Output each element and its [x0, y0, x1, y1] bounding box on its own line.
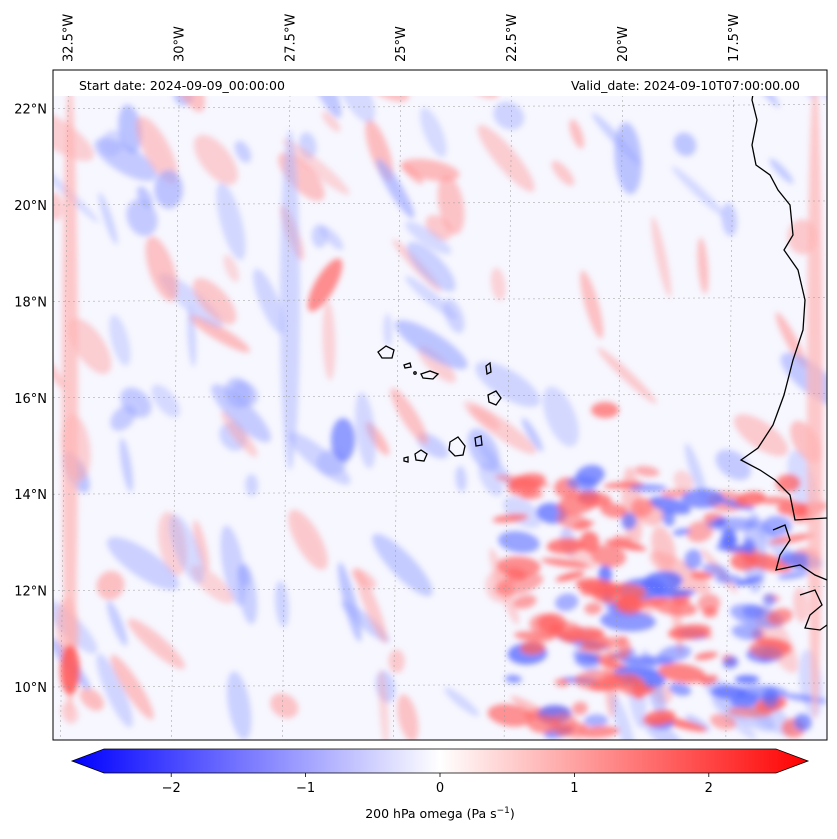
lat-tick-label: 18°N	[14, 295, 47, 310]
colorbar-tick-label: −2	[162, 781, 181, 796]
colorbar-ticks: −2 −1 0 1 2	[162, 773, 713, 796]
colorbar-tick-label: −1	[296, 781, 315, 796]
lon-tick-label: 17.5°W	[727, 14, 742, 62]
lat-tick-label: 22°N	[14, 103, 47, 118]
coastline	[739, 70, 827, 631]
valid-date-label: Valid_date: 2024-09-10T07:00:00.00	[571, 78, 800, 93]
lat-gridline	[53, 682, 827, 688]
latitude-labels: 10°N 12°N 14°N 16°N 18°N 20°N 22°N	[14, 103, 47, 696]
header-strip	[53, 70, 827, 96]
map-panel	[53, 70, 827, 740]
lat-tick-label: 16°N	[14, 392, 47, 407]
start-date-label: Start date: 2024-09-09_00:00:00	[79, 78, 285, 93]
lat-gridline	[53, 297, 827, 302]
colorbar-tick-label: 1	[570, 781, 578, 796]
lat-gridline	[53, 586, 827, 591]
cape-verde-islands	[377, 345, 502, 463]
lat-gridline	[53, 104, 827, 109]
colorbar-label: 200 hPa omega (Pa s−1)	[365, 806, 515, 822]
lon-gridline	[60, 70, 69, 740]
lon-tick-label: 20°W	[616, 26, 631, 62]
lon-tick-label: 25°W	[394, 26, 409, 62]
lat-gridline	[53, 393, 827, 399]
lat-gridline	[53, 200, 827, 206]
lon-gridline	[614, 70, 624, 740]
colorbar: −2 −1 0 1 2	[70, 748, 810, 796]
lon-tick-label: 32.5°W	[62, 14, 77, 62]
longitude-labels: 32.5°W 30°W 27.5°W 25°W 22.5°W 20°W 17.5°W	[62, 14, 742, 62]
lat-tick-label: 12°N	[14, 585, 47, 600]
map-frame	[52, 69, 828, 741]
colorbar-tick-label: 0	[436, 781, 444, 796]
lon-tick-label: 22.5°W	[505, 14, 520, 62]
lon-gridline	[171, 70, 180, 740]
lon-gridline	[503, 70, 513, 740]
gridlines	[53, 70, 827, 740]
lat-tick-label: 10°N	[14, 681, 47, 696]
lon-tick-label: 27.5°W	[283, 14, 298, 62]
colorbar-tick-label: 2	[705, 781, 713, 796]
colorbar-body	[70, 748, 810, 774]
omega-field	[53, 70, 827, 740]
lon-gridline	[392, 70, 402, 740]
lat-tick-label: 14°N	[14, 488, 47, 503]
lat-gridline	[53, 489, 827, 495]
lon-gridline	[725, 70, 735, 740]
lon-gridline	[282, 70, 291, 740]
lon-tick-label: 30°W	[172, 26, 187, 62]
lat-tick-label: 20°N	[14, 199, 47, 214]
